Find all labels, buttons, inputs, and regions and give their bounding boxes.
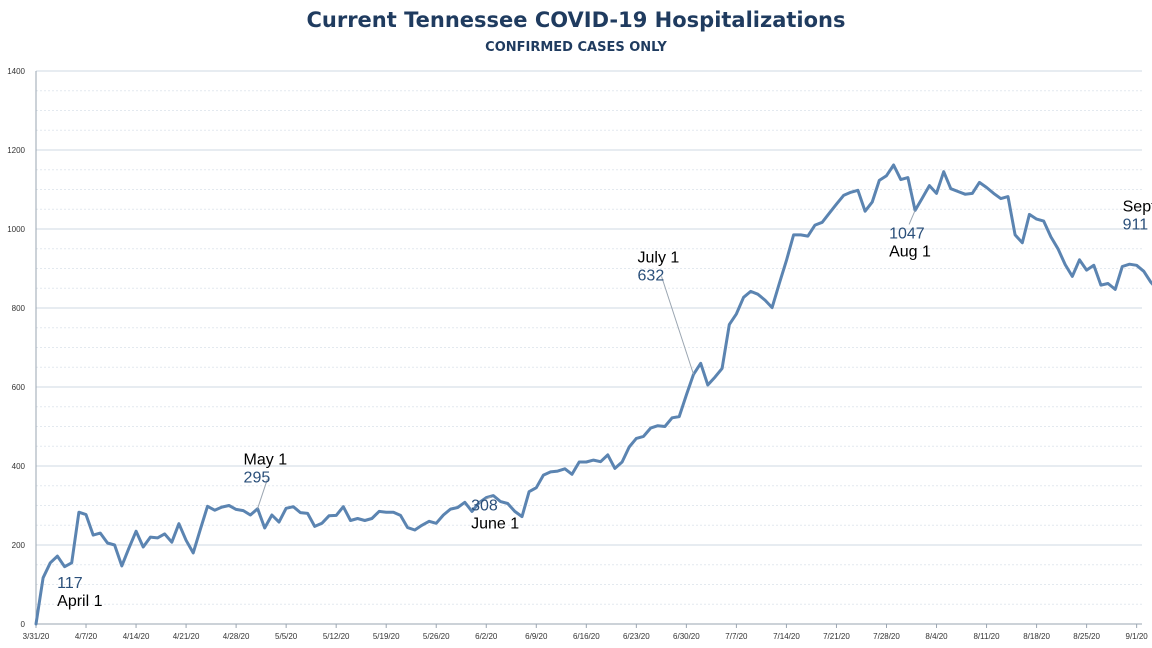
x-tick-label: 5/5/20 — [275, 632, 298, 641]
annotation-value: 117 — [57, 575, 83, 592]
annotation-date: Aug 1 — [889, 243, 931, 260]
chart-subtitle: CONFIRMED CASES ONLY — [485, 40, 667, 55]
gridlines — [36, 70, 1142, 605]
x-tick-label: 5/26/20 — [423, 632, 450, 641]
y-tick-label: 200 — [12, 541, 26, 550]
x-tick-label: 6/30/20 — [673, 632, 700, 641]
axes — [35, 71, 1142, 625]
y-tick-label: 0 — [21, 620, 26, 629]
series-line-group — [34, 163, 1152, 626]
x-tick-label: 8/4/20 — [925, 632, 948, 641]
x-tick-label: 9/1/20 — [1126, 632, 1149, 641]
x-tick-label: 7/21/20 — [823, 632, 850, 641]
y-tick-label: 1400 — [7, 67, 25, 76]
annotation-value: 308 — [471, 498, 498, 515]
x-tick-label: 4/28/20 — [223, 632, 250, 641]
annotation-value: 632 — [638, 267, 665, 284]
x-tick-label: 4/21/20 — [173, 632, 200, 641]
x-tick-label: 7/7/20 — [725, 632, 748, 641]
x-tick-label: 7/14/20 — [773, 632, 800, 641]
annotation-date: July 1 — [638, 249, 680, 266]
y-tick-label: 600 — [12, 383, 26, 392]
x-tick-label: 5/12/20 — [323, 632, 350, 641]
annotation-date: May 1 — [244, 452, 288, 469]
x-tick-label: 3/31/20 — [23, 632, 50, 641]
annotation-date: June 1 — [471, 516, 519, 533]
annotation-leader — [661, 276, 694, 375]
annotation-date: April 1 — [57, 593, 102, 610]
series-line-hospitalizations — [34, 163, 1152, 626]
annotation-leader — [478, 496, 492, 504]
x-tick-label: 6/9/20 — [525, 632, 548, 641]
x-tick-label: 4/14/20 — [123, 632, 150, 641]
x-tick-label: 5/19/20 — [373, 632, 400, 641]
x-tick-label: 6/16/20 — [573, 632, 600, 641]
x-axis-ticks: 3/31/20 4/7/20 4/14/20 4/21/20 4/28/20 5/5/20… — [23, 624, 1149, 641]
x-tick-label: 7/28/20 — [873, 632, 900, 641]
y-tick-label: 400 — [12, 462, 26, 471]
annotation-value: 1047 — [889, 225, 925, 242]
x-tick-label: 4/7/20 — [75, 632, 98, 641]
x-tick-label: 6/2/20 — [475, 632, 498, 641]
annotation-value: 295 — [244, 470, 271, 487]
x-tick-label: 6/23/20 — [623, 632, 650, 641]
annotation-value: 911 — [1123, 216, 1149, 233]
x-tick-label: 8/11/20 — [973, 632, 1000, 641]
y-tick-label: 800 — [12, 304, 26, 313]
x-tick-label: 8/25/20 — [1073, 632, 1100, 641]
y-tick-label: 1000 — [7, 225, 25, 234]
x-tick-label: 8/18/20 — [1023, 632, 1050, 641]
annotation-leader — [908, 210, 916, 225]
annotation-leader — [257, 478, 269, 509]
annotation-date: Sept. 1 — [1123, 198, 1152, 215]
y-tick-label: 1200 — [7, 146, 25, 155]
y-axis-ticks: 0 200 400 600 800 1000 1200 1400 — [7, 67, 25, 629]
chart-title: Current Tennessee COVID-19 Hospitalizati… — [306, 8, 846, 32]
